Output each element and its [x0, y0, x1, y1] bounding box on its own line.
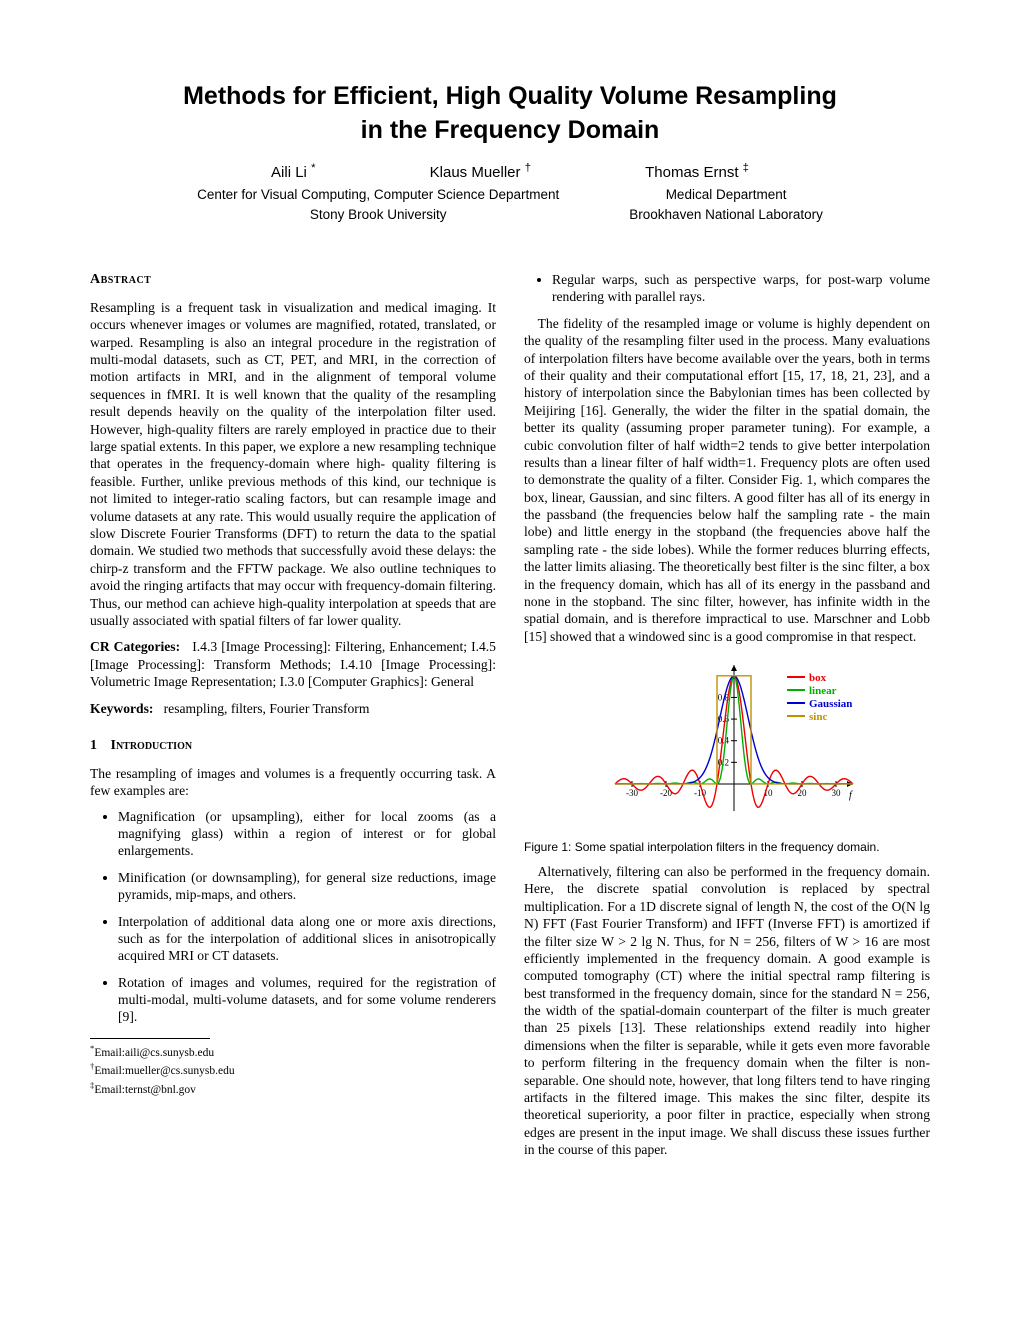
- affiliations-row: Center for Visual Computing, Computer Sc…: [90, 185, 930, 226]
- right-column: Regular warps, such as perspective warps…: [524, 271, 930, 1167]
- title-line-2: in the Frequency Domain: [361, 116, 660, 144]
- cr-label: CR Categories:: [90, 639, 180, 654]
- affiliation-left-line-2: Stony Brook University: [310, 207, 447, 222]
- intro-bullet-4: Rotation of images and volumes, required…: [118, 974, 496, 1026]
- section-1-title: Introduction: [111, 738, 193, 753]
- two-column-body: Abstract Resampling is a frequent task i…: [90, 271, 930, 1167]
- footnote-3-text: Email:ternst@bnl.gov: [94, 1083, 196, 1095]
- title-line-1: Methods for Efficient, High Quality Volu…: [183, 82, 837, 110]
- keywords: Keywords: resampling, filters, Fourier T…: [90, 700, 496, 717]
- paper-title: Methods for Efficient, High Quality Volu…: [90, 80, 930, 148]
- author-3-mark: ‡: [743, 162, 749, 174]
- affiliation-right-line-2: Brookhaven National Laboratory: [629, 207, 823, 222]
- intro-bullet-3: Interpolation of additional data along o…: [118, 913, 496, 965]
- author-2-mark: †: [525, 162, 531, 174]
- col2-top-bullet: Regular warps, such as perspective warps…: [552, 271, 930, 306]
- section-1-number: 1: [90, 738, 97, 753]
- intro-bullet-list: Magnification (or upsampling), either fo…: [90, 808, 496, 1026]
- svg-text:linear: linear: [809, 685, 837, 697]
- page: Methods for Efficient, High Quality Volu…: [0, 0, 1020, 1320]
- author-3: Thomas Ernst ‡: [645, 162, 749, 181]
- authors-line: Aili Li * Klaus Mueller † Thomas Ernst ‡: [90, 162, 930, 181]
- col2-para-1-text: The fidelity of the resampled image or v…: [524, 316, 930, 644]
- svg-text:-20: -20: [660, 788, 672, 798]
- kw-text: resampling, filters, Fourier Transform: [164, 701, 370, 716]
- abstract-body: Resampling is a frequent task in visuali…: [90, 299, 496, 629]
- col2-para-2: Alternatively, filtering can also be per…: [524, 863, 930, 1159]
- author-1: Aili Li *: [271, 162, 315, 181]
- footnote-rule: [90, 1038, 210, 1039]
- author-1-name: Aili Li: [271, 164, 307, 181]
- col2-top-bullet-list: Regular warps, such as perspective warps…: [524, 271, 930, 306]
- author-1-mark: *: [311, 162, 315, 174]
- svg-text:30: 30: [832, 788, 842, 798]
- footnotes: *Email:aili@cs.sunysb.edu †Email:mueller…: [90, 1043, 496, 1098]
- abstract-heading: Abstract: [90, 271, 496, 289]
- footnote-3: ‡Email:ternst@bnl.gov: [90, 1080, 496, 1098]
- footnote-1: *Email:aili@cs.sunysb.edu: [90, 1043, 496, 1061]
- svg-text:sinc: sinc: [809, 711, 827, 723]
- svg-text:-10: -10: [694, 788, 706, 798]
- figure-1-chart: -30-20-101020300.20.40.60.8fboxlinearGau…: [597, 659, 857, 829]
- figure-1-caption: Figure 1: Some spatial interpolation fil…: [524, 840, 930, 855]
- col2-para-1: The fidelity of the resampled image or v…: [524, 315, 930, 645]
- affiliation-right-line-1: Medical Department: [666, 187, 787, 202]
- svg-text:Gaussian: Gaussian: [809, 698, 852, 710]
- svg-text:-30: -30: [626, 788, 638, 798]
- svg-text:box: box: [809, 672, 827, 684]
- col2-para-2-text: Alternatively, filtering can also be per…: [524, 864, 930, 1157]
- affiliation-left: Center for Visual Computing, Computer Sc…: [197, 185, 559, 226]
- footnote-2-text: Email:mueller@cs.sunysb.edu: [94, 1065, 234, 1077]
- author-3-name: Thomas Ernst: [645, 164, 738, 181]
- affiliation-right: Medical Department Brookhaven National L…: [629, 185, 823, 226]
- svg-text:f: f: [849, 790, 853, 801]
- intro-lead: The resampling of images and volumes is …: [90, 765, 496, 800]
- intro-bullet-2: Minification (or downsampling), for gene…: [118, 869, 496, 904]
- svg-text:0.4: 0.4: [718, 736, 730, 746]
- affiliation-left-line-1: Center for Visual Computing, Computer Sc…: [197, 187, 559, 202]
- left-column: Abstract Resampling is a frequent task i…: [90, 271, 496, 1167]
- author-2-name: Klaus Mueller: [430, 164, 521, 181]
- section-1-heading: 1 Introduction: [90, 737, 496, 755]
- kw-label: Keywords:: [90, 701, 153, 716]
- figure-1: -30-20-101020300.20.40.60.8fboxlinearGau…: [524, 659, 930, 855]
- cr-categories: CR Categories: I.4.3 [Image Processing]:…: [90, 638, 496, 690]
- footnote-1-text: Email:aili@cs.sunysb.edu: [94, 1047, 214, 1059]
- footnote-2: †Email:mueller@cs.sunysb.edu: [90, 1061, 496, 1079]
- intro-bullet-1: Magnification (or upsampling), either fo…: [118, 808, 496, 860]
- author-2: Klaus Mueller †: [430, 162, 531, 181]
